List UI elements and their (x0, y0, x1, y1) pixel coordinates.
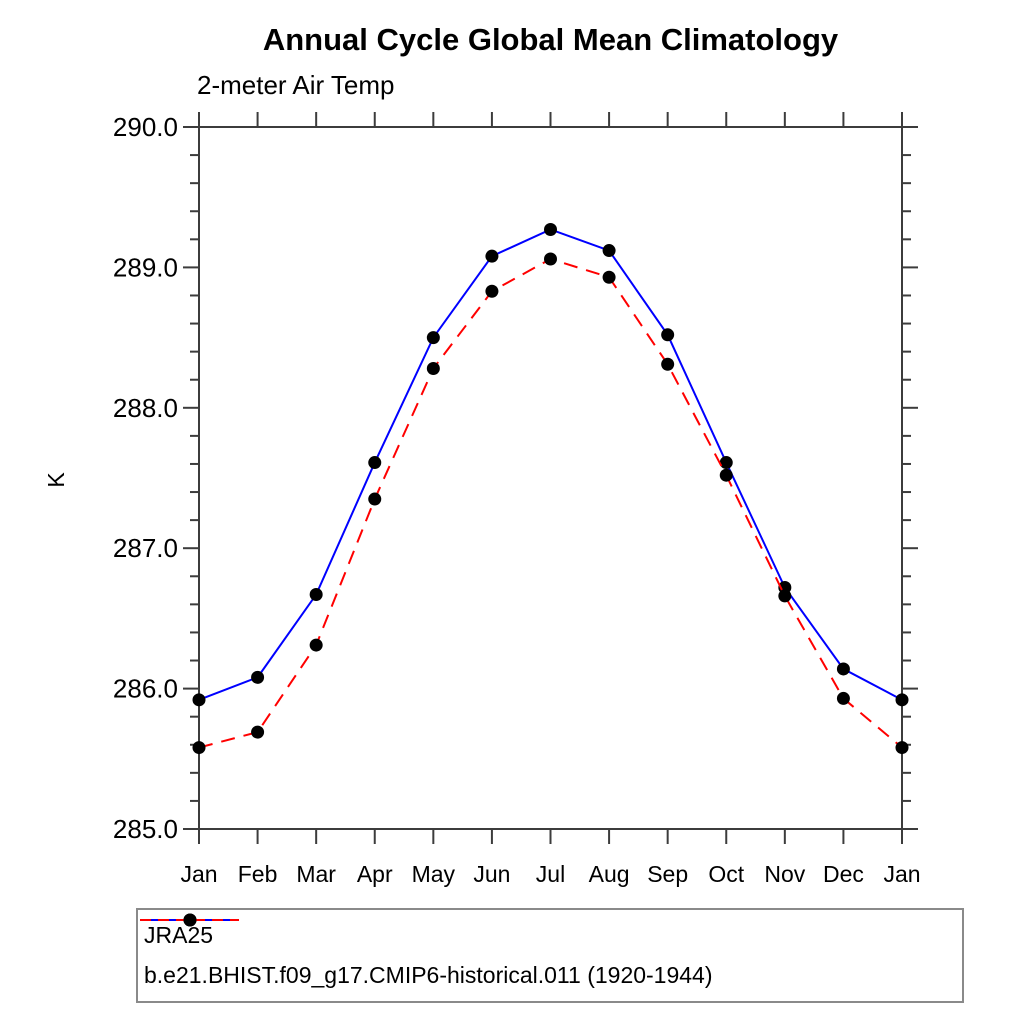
data-point (602, 270, 616, 284)
data-point (309, 638, 323, 652)
data-point (192, 741, 206, 755)
data-point (544, 222, 557, 236)
series-line-1 (198, 257, 903, 749)
data-point (251, 670, 265, 684)
x-tick-label: Feb (238, 861, 278, 887)
data-point (895, 693, 909, 707)
x-tick-label: Oct (708, 861, 744, 887)
x-tick-label: Sep (647, 861, 688, 887)
data-point (661, 357, 675, 371)
chart-subtitle: 2-meter Air Temp (197, 70, 395, 100)
y-tick-label: 287.0 (113, 533, 178, 563)
data-point (368, 492, 382, 506)
legend-sample-dashed-line-icon (140, 913, 239, 927)
y-tick-label: 290.0 (113, 112, 178, 142)
x-tick-label: Jun (473, 861, 510, 887)
y-tick-label: 289.0 (113, 252, 178, 282)
data-point (836, 691, 850, 705)
x-tick-label: Jan (883, 861, 920, 887)
legend-label-model: b.e21.BHIST.f09_g17.CMIP6-historical.011… (144, 961, 713, 988)
x-tick-label: Nov (764, 861, 805, 887)
x-tick-label: Aug (589, 861, 630, 887)
x-tick-label: Mar (296, 861, 336, 887)
data-point (309, 588, 323, 602)
y-tick-label: 288.0 (113, 393, 178, 423)
x-tick-label: May (412, 861, 456, 887)
data-point (485, 284, 499, 298)
y-tick-label: 285.0 (113, 814, 178, 844)
data-point (251, 725, 265, 739)
x-tick-label: Jul (536, 861, 565, 887)
legend: JRA25 b.e21.BHIST.f09_g17.CMIP6-historic… (136, 908, 964, 1003)
y-tick-label: 286.0 (113, 674, 178, 704)
data-point (485, 249, 499, 263)
x-tick-label: Apr (357, 861, 393, 887)
series-markers-0 (192, 222, 909, 707)
data-point (719, 456, 733, 470)
data-point (836, 662, 850, 676)
x-tick-label: Jan (180, 861, 217, 887)
legend-row-jra25: JRA25 (140, 913, 962, 953)
chart-title: Annual Cycle Global Mean Climatology (262, 22, 839, 57)
data-point (426, 331, 440, 345)
data-point (426, 361, 440, 375)
x-tick-label: Dec (823, 861, 864, 887)
legend-label-jra25: JRA25 (144, 922, 214, 949)
series-markers-1 (192, 252, 909, 755)
axis-ticks (183, 112, 918, 844)
data-point (192, 693, 206, 707)
axis-tick-labels: 285.0 286.0 287.0 288.0 289.0 290.0 Jan Feb Mar A… (113, 112, 921, 887)
data-point (661, 328, 675, 342)
data-point (602, 244, 616, 258)
data-point (368, 456, 382, 470)
data-point (778, 589, 792, 603)
plot-frame (198, 126, 903, 830)
legend-row-model: b.e21.BHIST.f09_g17.CMIP6-historical.011… (140, 913, 962, 992)
data-point (895, 741, 909, 755)
series-line-0 (198, 228, 903, 701)
data-point (544, 252, 557, 266)
data-point (719, 468, 733, 482)
